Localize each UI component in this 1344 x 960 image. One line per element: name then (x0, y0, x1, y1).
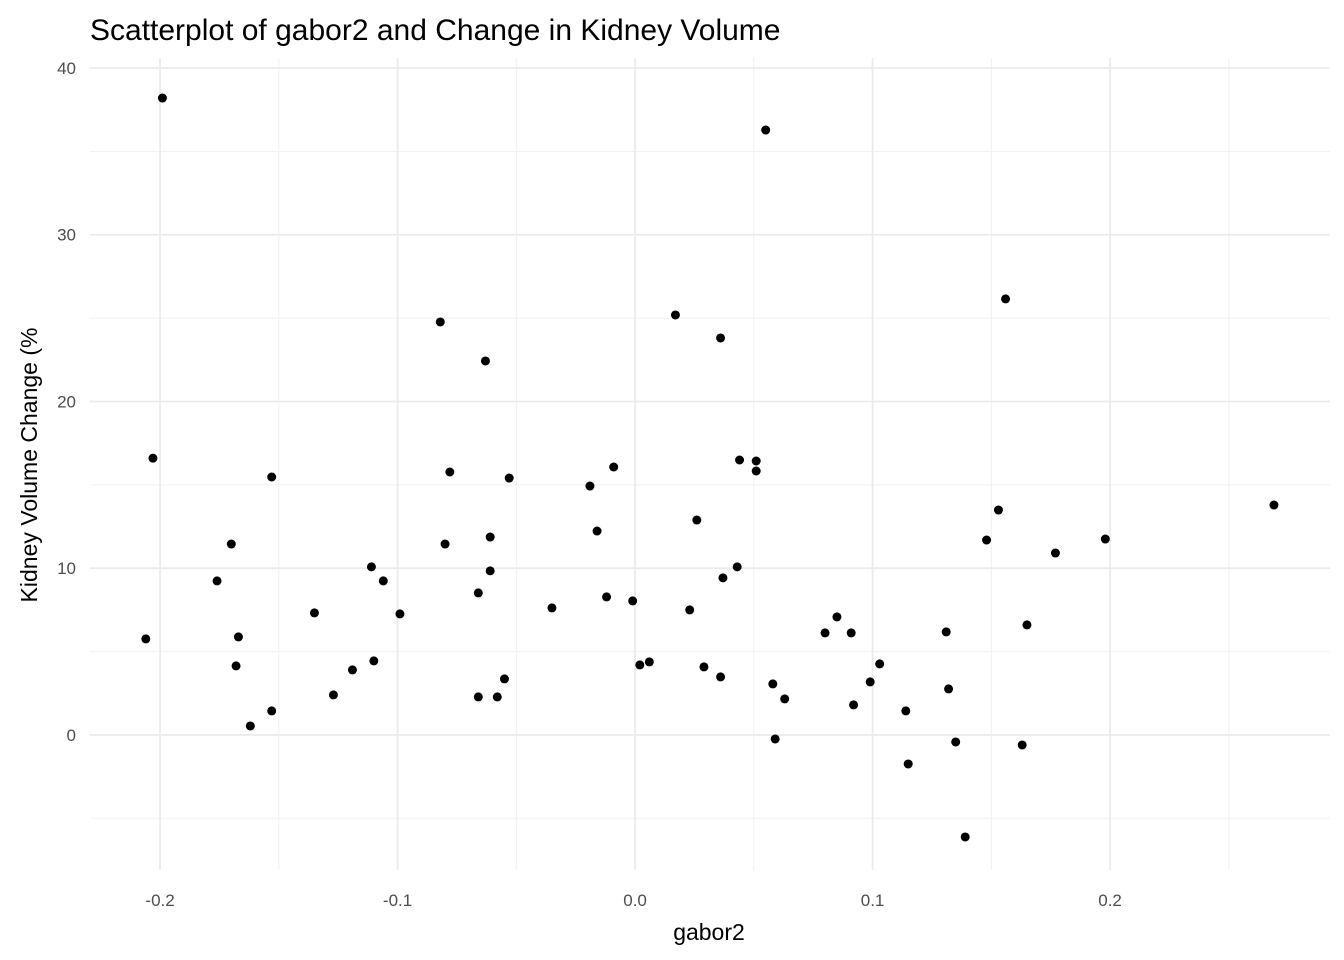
point (212, 576, 222, 586)
point (685, 605, 695, 615)
point (635, 660, 645, 670)
x-tick-label: -0.1 (383, 891, 412, 910)
chart-title: Scatterplot of gabor2 and Change in Kidn… (90, 14, 780, 47)
point (832, 612, 842, 622)
y-tick-label: 0 (67, 726, 76, 745)
point (245, 721, 255, 731)
point (716, 672, 726, 682)
point (231, 661, 241, 671)
point (602, 592, 612, 602)
point (901, 706, 911, 716)
point (473, 588, 483, 598)
point (699, 662, 709, 672)
point (267, 706, 277, 716)
point (395, 609, 405, 619)
point (440, 539, 450, 549)
point (944, 684, 954, 694)
point (770, 734, 780, 744)
point (504, 473, 514, 483)
point (761, 125, 771, 135)
point (499, 674, 509, 684)
point (718, 573, 728, 583)
point (1001, 294, 1011, 304)
point (735, 455, 745, 465)
point (473, 692, 483, 702)
point (592, 526, 602, 536)
point (960, 832, 970, 842)
point (982, 535, 992, 545)
point (993, 505, 1003, 515)
point (141, 634, 151, 644)
point (148, 453, 158, 463)
y-tick-label: 40 (57, 59, 76, 78)
point (585, 481, 595, 491)
point (768, 679, 778, 689)
x-axis-title: gabor2 (673, 919, 745, 945)
point (1022, 620, 1032, 630)
x-tick-label: 0.0 (623, 891, 647, 910)
x-tick-label: 0.1 (861, 891, 885, 910)
point (751, 466, 761, 476)
point (480, 356, 490, 366)
point (1100, 534, 1110, 544)
point (1269, 500, 1279, 510)
y-axis-title: Kidney Volume Change (% (16, 328, 42, 603)
point (692, 515, 702, 525)
point (347, 665, 357, 675)
point (547, 603, 557, 613)
point (267, 472, 277, 482)
point (1050, 548, 1060, 558)
point (820, 628, 830, 638)
point (865, 677, 875, 687)
point (846, 628, 856, 638)
point (941, 627, 951, 637)
point (366, 562, 376, 572)
point (849, 700, 859, 710)
y-tick-label: 30 (57, 226, 76, 245)
point (435, 317, 445, 327)
point (369, 656, 379, 666)
point (951, 737, 961, 747)
point (485, 566, 495, 576)
x-tick-label: -0.2 (145, 891, 174, 910)
grid (90, 58, 1330, 870)
point (903, 759, 913, 769)
point (309, 608, 319, 618)
y-tick-label: 20 (57, 392, 76, 411)
point (670, 310, 680, 320)
point (716, 333, 726, 343)
y-tick-label: 10 (57, 559, 76, 578)
point (492, 692, 502, 702)
point (328, 690, 338, 700)
point (628, 596, 638, 606)
point (226, 539, 236, 549)
point (1017, 740, 1027, 750)
point (732, 562, 742, 572)
point (233, 632, 243, 642)
point (875, 659, 885, 669)
point (157, 93, 167, 103)
point (609, 462, 619, 472)
point (780, 694, 790, 704)
point (485, 532, 495, 542)
point (751, 456, 761, 466)
point (445, 467, 455, 477)
point (378, 576, 388, 586)
x-tick-label: 0.2 (1098, 891, 1122, 910)
points (141, 93, 1279, 842)
point (644, 657, 654, 667)
